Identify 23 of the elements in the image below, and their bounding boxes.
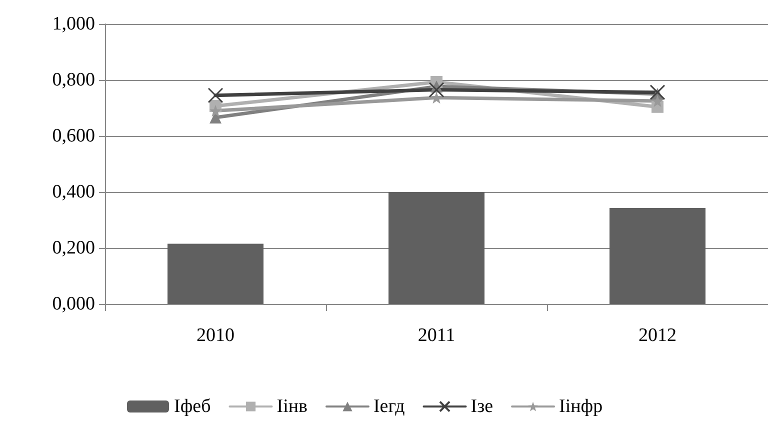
point <box>430 92 442 104</box>
bar <box>610 208 706 304</box>
x-tick-label: 2011 <box>418 325 456 346</box>
x-tick-label: 2010 <box>196 325 234 346</box>
x-tick-label: 2012 <box>638 325 676 346</box>
y-tick-label: 0,000 <box>52 294 95 314</box>
point <box>208 88 224 104</box>
bar <box>388 192 484 304</box>
y-tick-label: 0,200 <box>52 238 95 258</box>
y-tick-label: 0,800 <box>52 70 95 90</box>
point <box>428 82 444 98</box>
y-tick-label: 1,000 <box>52 14 95 34</box>
legend-label: Іегд <box>373 396 406 417</box>
y-tick-label: 0,400 <box>52 182 95 202</box>
legend-label: Іінв <box>276 396 308 417</box>
legend-label: Іінфр <box>559 396 603 417</box>
point <box>650 84 666 100</box>
point <box>652 95 664 107</box>
y-tick-label: 0,600 <box>52 126 95 146</box>
point <box>210 104 222 117</box>
bar <box>168 244 264 304</box>
legend-label: Ізе <box>470 396 494 417</box>
legend-label: Іфеб <box>174 396 211 417</box>
